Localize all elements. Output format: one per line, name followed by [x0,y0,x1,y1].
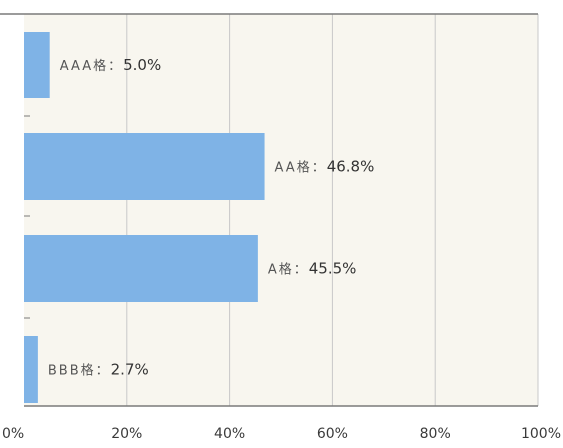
x-tick-label: 20% [111,426,142,442]
data-label: A格：45.5% [268,260,357,278]
x-tick-label: 80% [420,426,451,442]
data-label: BBB格：2.7% [48,361,149,379]
x-tick-label: 0% [2,426,24,442]
bars [24,32,265,403]
bar [24,133,265,200]
x-tick-label: 100% [521,426,561,442]
plot-background [24,14,538,406]
x-tick-label: 40% [214,426,245,442]
gridlines [24,14,539,406]
data-labels: AAA格：5.0% AA格：46.8% A格：45.5% BBB格：2.7% [48,56,374,379]
bar [24,32,50,98]
x-axis-ticks: 0% 20% 40% 60% 80% 100% [2,426,561,442]
data-label: AAA格：5.0% [60,56,162,74]
x-tick-label: 60% [317,426,348,442]
bar [24,336,38,403]
bar [24,235,258,302]
data-label: AA格：46.8% [275,158,375,176]
